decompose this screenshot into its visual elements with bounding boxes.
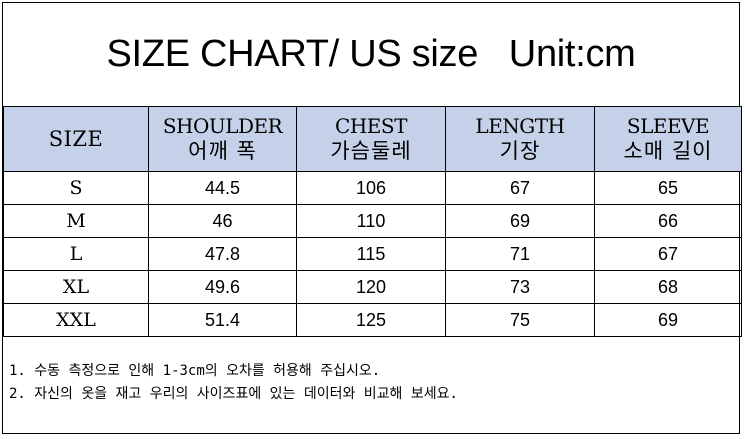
- measurement-notes: 1. 수동 측정으로 인해 1-3cm의 오차를 허용해 주십시오. 2. 자신…: [9, 360, 735, 406]
- size-header-cell: SIZE: [3, 106, 149, 172]
- sleeve-cell: 65: [594, 171, 742, 205]
- sleeve-header-ko: 소매 길이: [623, 139, 713, 163]
- size-cell: M: [3, 204, 149, 238]
- length-cell: 75: [445, 303, 595, 337]
- shoulder-header-cell: SHOULDER 어깨 폭: [148, 106, 297, 172]
- chest-header-ko: 가슴둘레: [330, 139, 412, 163]
- shoulder-cell: 51.4: [148, 303, 297, 337]
- table-row: XXL 51.4 125 75 69: [3, 303, 742, 337]
- table-header-row: SIZE SHOULDER 어깨 폭 CHEST 가슴둘레 LENGTH 기장 …: [3, 106, 742, 172]
- shoulder-header-en: SHOULDER: [162, 114, 283, 138]
- length-cell: 69: [445, 204, 595, 238]
- shoulder-header-ko: 어깨 폭: [188, 139, 257, 163]
- size-cell: XL: [3, 270, 149, 304]
- sleeve-header-cell: SLEEVE 소매 길이: [594, 106, 742, 172]
- length-header-ko: 기장: [499, 139, 541, 163]
- shoulder-cell: 47.8: [148, 237, 297, 271]
- length-cell: 67: [445, 171, 595, 205]
- shoulder-cell: 46: [148, 204, 297, 238]
- chest-cell: 110: [296, 204, 446, 238]
- size-chart-frame: SIZE CHART/ US size Unit:cm SIZE SHOULDE…: [2, 2, 742, 434]
- sleeve-cell: 68: [594, 270, 742, 304]
- chest-header-en: CHEST: [335, 114, 407, 138]
- chest-header-cell: CHEST 가슴둘레: [296, 106, 446, 172]
- sleeve-cell: 67: [594, 237, 742, 271]
- size-header-label: SIZE: [48, 127, 104, 151]
- sleeve-cell: 66: [594, 204, 742, 238]
- size-table: SIZE SHOULDER 어깨 폭 CHEST 가슴둘레 LENGTH 기장 …: [3, 106, 742, 337]
- length-header-en: LENGTH: [475, 114, 565, 138]
- sleeve-header-en: SLEEVE: [626, 114, 710, 138]
- chest-cell: 120: [296, 270, 446, 304]
- length-cell: 71: [445, 237, 595, 271]
- size-cell: L: [3, 237, 149, 271]
- note-line: 2. 자신의 옷을 재고 우리의 사이즈표에 있는 데이터와 비교해 보세요.: [9, 386, 458, 402]
- size-cell: S: [3, 171, 149, 205]
- table-row: M 46 110 69 66: [3, 204, 742, 238]
- table-row: L 47.8 115 71 67: [3, 237, 742, 271]
- length-header-cell: LENGTH 기장: [445, 106, 595, 172]
- chest-cell: 115: [296, 237, 446, 271]
- size-cell: XXL: [3, 303, 149, 337]
- shoulder-cell: 49.6: [148, 270, 297, 304]
- table-row: XL 49.6 120 73 68: [3, 270, 742, 304]
- length-cell: 73: [445, 270, 595, 304]
- chest-cell: 106: [296, 171, 446, 205]
- note-line: 1. 수동 측정으로 인해 1-3cm의 오차를 허용해 주십시오.: [9, 363, 381, 379]
- chest-cell: 125: [296, 303, 446, 337]
- shoulder-cell: 44.5: [148, 171, 297, 205]
- table-row: S 44.5 106 67 65: [3, 171, 742, 205]
- sleeve-cell: 69: [594, 303, 742, 337]
- chart-title: SIZE CHART/ US size Unit:cm: [106, 33, 636, 75]
